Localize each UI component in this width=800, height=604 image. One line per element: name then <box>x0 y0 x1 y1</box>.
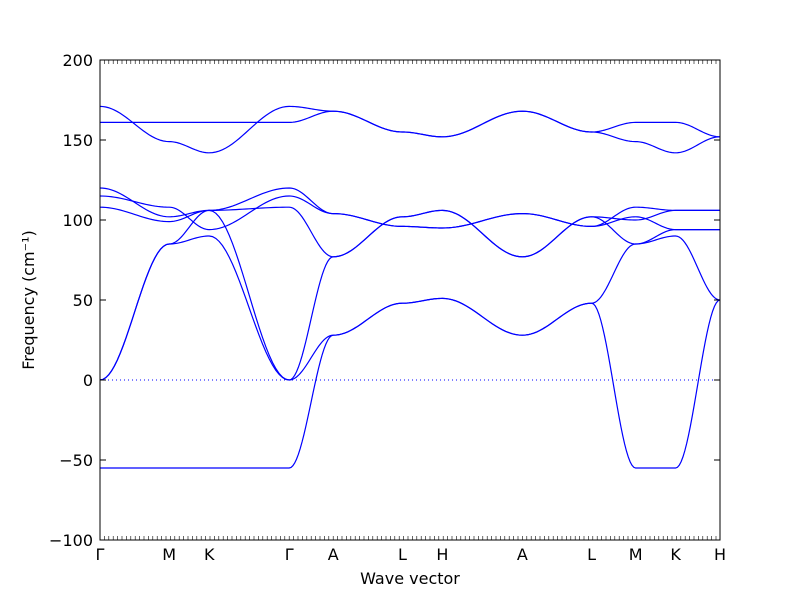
y-tick-label: 150 <box>62 131 93 150</box>
band-lines <box>99 105 721 469</box>
x-tick-label: Γ <box>285 545 294 564</box>
x-tick-label: K <box>204 545 215 564</box>
band-line-7 <box>99 229 720 381</box>
x-tick-label: M <box>629 545 643 564</box>
y-axis-label: Frequency (cm⁻¹) <box>19 230 38 369</box>
x-tick-label: A <box>328 545 339 564</box>
x-tick-label: Γ <box>96 545 105 564</box>
x-tick-label: L <box>587 545 596 564</box>
y-tick-label: −50 <box>59 451 93 470</box>
band-line-4 <box>99 195 720 231</box>
x-tick-label: K <box>670 545 681 564</box>
band-line-2 <box>100 110 721 138</box>
x-tick-label: H <box>714 545 726 564</box>
y-tick-label: 0 <box>83 371 93 390</box>
band-line-1 <box>99 105 721 154</box>
band-line-6 <box>99 209 721 381</box>
x-tick-label: L <box>398 545 407 564</box>
y-axis-ticks: −100 −50 0 50 100 150 200 <box>49 51 720 550</box>
y-tick-label: 50 <box>73 291 93 310</box>
y-tick-label: 200 <box>62 51 93 70</box>
x-tick-label: A <box>517 545 528 564</box>
band-line-8 <box>100 297 721 469</box>
x-tick-label: H <box>436 545 448 564</box>
x-tick-label: M <box>162 545 176 564</box>
y-tick-label: 100 <box>62 211 93 230</box>
y-tick-label: −100 <box>49 531 93 550</box>
x-axis-label: Wave vector <box>360 569 460 588</box>
